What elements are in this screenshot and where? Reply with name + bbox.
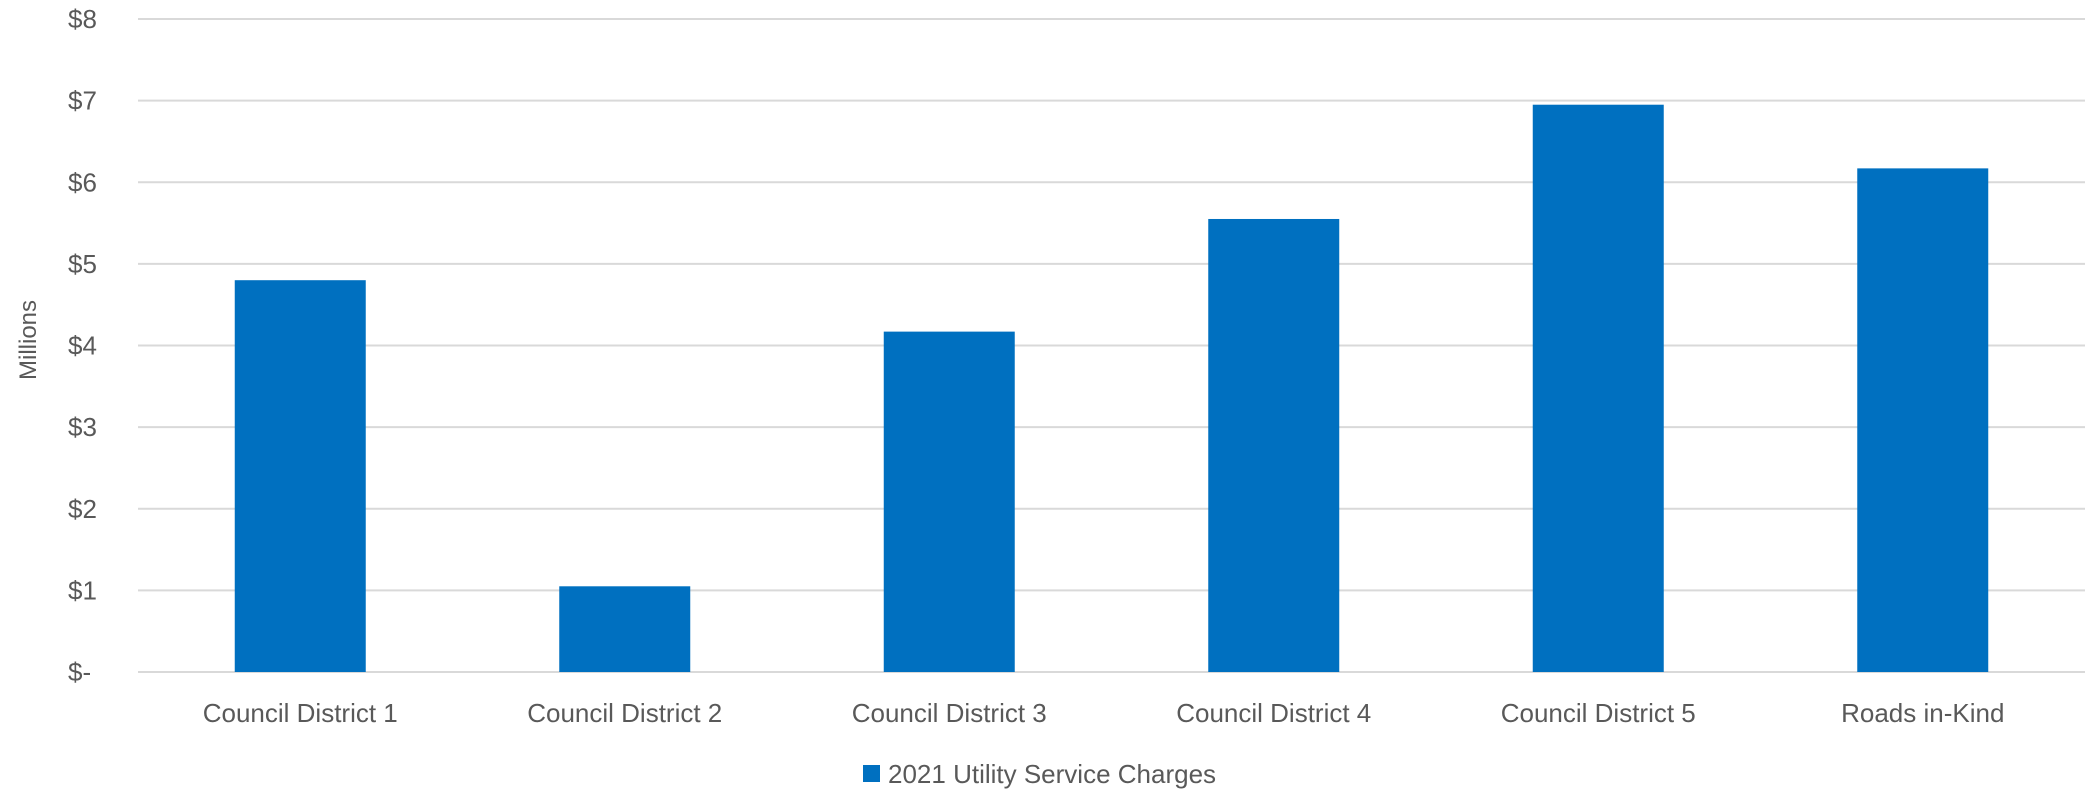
y-tick-label: $1 xyxy=(68,575,97,605)
y-tick-label: $4 xyxy=(68,331,97,361)
y-tick-label: $- xyxy=(68,657,91,687)
y-tick-label: $2 xyxy=(68,494,97,524)
bar xyxy=(1857,168,1989,672)
bar xyxy=(559,586,691,672)
bar xyxy=(883,331,1015,672)
bar xyxy=(234,280,366,672)
y-tick-label: $6 xyxy=(68,167,97,197)
x-category-label: Council District 1 xyxy=(203,698,398,728)
y-tick-label: $3 xyxy=(68,412,97,442)
bar xyxy=(1208,218,1340,672)
y-axis-title: Millions xyxy=(15,300,42,380)
y-tick-label: $7 xyxy=(68,86,97,116)
x-category-label: Council District 3 xyxy=(852,698,1047,728)
x-category-label: Roads in-Kind xyxy=(1841,698,2004,728)
y-tick-label: $5 xyxy=(68,249,97,279)
x-category-label: Council District 2 xyxy=(527,698,722,728)
legend: 2021 Utility Service Charges xyxy=(863,759,1216,789)
x-category-label: Council District 4 xyxy=(1176,698,1371,728)
x-axis-category-labels: Council District 1 Council District 2 Coun… xyxy=(203,698,2005,728)
gridlines xyxy=(138,18,2085,673)
legend-label: 2021 Utility Service Charges xyxy=(888,759,1216,789)
bars xyxy=(234,104,1989,673)
x-category-label: Council District 5 xyxy=(1501,698,1696,728)
bar xyxy=(1532,104,1664,673)
y-tick-label: $8 xyxy=(68,4,97,34)
y-axis-tick-labels: $- $1 $2 $3 $4 $5 $6 $7 $8 xyxy=(68,4,97,687)
legend-swatch xyxy=(863,765,880,782)
